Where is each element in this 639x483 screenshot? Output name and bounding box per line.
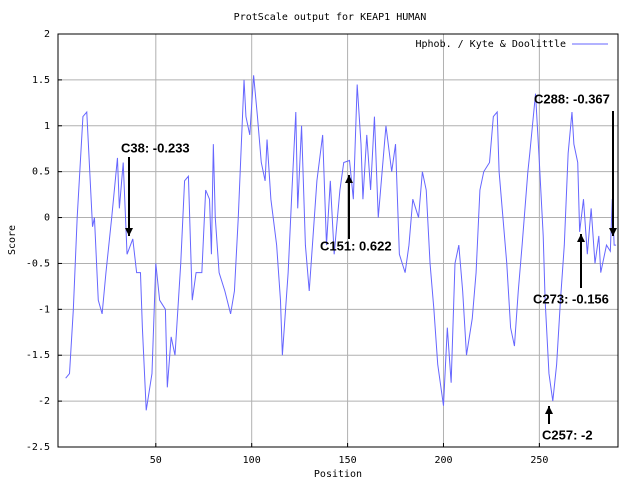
annotation: C38: -0.233 [121,140,190,155]
y-tick-label: -1.5 [26,350,50,361]
y-tick-label: 2 [44,29,50,40]
y-tick-label: -1 [38,304,50,315]
chart-title: ProtScale output for KEAP1 HUMAN [234,12,427,23]
x-axis-label: Position [314,469,362,480]
x-tick-label: 200 [434,455,452,466]
legend-label: Hphob. / Kyte & Doolittle [415,39,566,50]
y-tick-label: 1 [44,121,50,132]
data-line [65,75,617,411]
annotation: C151: 0.622 [320,238,392,253]
annotation: C273: -0.156 [533,291,609,306]
arrow-head [125,228,133,236]
annotation: C257: -2 [542,427,593,442]
x-tick-label: 250 [530,455,548,466]
plot-frame [57,33,619,448]
annotation: C288: -0.367 [534,91,610,106]
y-tick-label: 1.5 [32,75,50,86]
y-axis-label: Score [7,225,18,255]
arrow-head [577,234,585,242]
x-tick-label: 100 [243,455,261,466]
arrow-head [345,175,353,183]
y-tick-label: 0 [44,213,50,224]
y-tick-label: -2 [38,396,50,407]
y-tick-label: -0.5 [26,258,50,269]
x-tick-label: 50 [150,455,162,466]
arrow-head [545,406,553,414]
arrow-head [609,228,617,236]
x-tick-label: 150 [339,455,357,466]
y-tick-label: -2.5 [26,442,50,453]
y-tick-label: 0.5 [32,167,50,178]
